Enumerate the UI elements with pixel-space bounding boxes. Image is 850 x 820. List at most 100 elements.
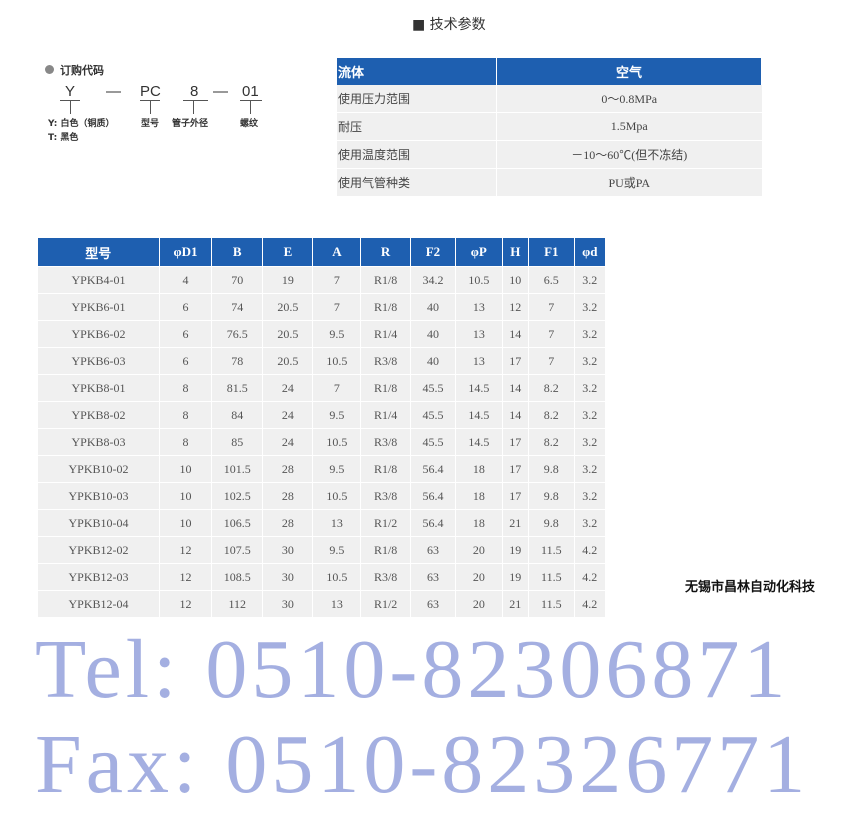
table-cell: 78 bbox=[211, 347, 264, 375]
table-cell: 7 bbox=[528, 293, 575, 321]
table-cell: 3.2 bbox=[573, 455, 606, 483]
table-cell: 10.5 bbox=[312, 428, 362, 456]
table-cell: 40 bbox=[409, 320, 457, 348]
table-cell: R3/8 bbox=[360, 482, 411, 510]
table-cell: 19 bbox=[501, 563, 530, 591]
table-cell: YPKB10-02 bbox=[36, 455, 161, 483]
table-cell: 19 bbox=[501, 536, 530, 564]
table-cell: 3.2 bbox=[573, 509, 606, 537]
table-cell: 13 bbox=[455, 347, 503, 375]
underline bbox=[240, 100, 262, 101]
company-name: 无锡市昌林自动化科技 bbox=[685, 580, 816, 595]
table-cell: 12 bbox=[159, 536, 213, 564]
spec-header-cell: 流体 bbox=[337, 58, 497, 85]
table-cell: 18 bbox=[455, 509, 503, 537]
table-cell: 4 bbox=[159, 266, 213, 294]
table-cell: 3.2 bbox=[573, 266, 606, 294]
table-cell: 70 bbox=[211, 266, 264, 294]
column-header: φd bbox=[574, 238, 606, 267]
table-cell: YPKB8-03 bbox=[36, 428, 161, 456]
table-cell: 7 bbox=[312, 266, 362, 294]
table-cell: R3/8 bbox=[360, 563, 411, 591]
table-cell: 85 bbox=[211, 428, 264, 456]
leader-line bbox=[250, 100, 251, 114]
spec-row: 耐压 1.5Mpa bbox=[337, 112, 762, 141]
table-cell: 12 bbox=[501, 293, 530, 321]
table-cell: 7 bbox=[312, 293, 362, 321]
table-cell: R3/8 bbox=[360, 428, 411, 456]
table-cell: 28 bbox=[262, 482, 314, 510]
table-row: YPKB12-03 12 108.5 30 10.5 R3/8 63 20 19 11.5 4.2 bbox=[36, 563, 606, 591]
table-cell: 14.5 bbox=[455, 428, 503, 456]
table-cell: 24 bbox=[262, 374, 314, 402]
table-cell: 10 bbox=[159, 482, 213, 510]
code-part-model: PC bbox=[140, 83, 161, 100]
table-row: YPKB10-02 10 101.5 28 9.5 R1/8 56.4 18 17 9.8 3.2 bbox=[36, 455, 606, 483]
table-row: YPKB12-02 12 107.5 30 9.5 R1/8 63 20 19 11.5 4.2 bbox=[36, 536, 606, 564]
table-cell: 21 bbox=[501, 590, 530, 618]
table-row: YPKB10-03 10 102.5 28 10.5 R3/8 56.4 18 17 9.8 3.2 bbox=[36, 482, 606, 510]
table-cell: 13 bbox=[455, 293, 503, 321]
watermark-fax: Fax: 0510-82326771 bbox=[35, 718, 810, 811]
table-cell: R1/2 bbox=[360, 509, 411, 537]
code-part-color: Y bbox=[65, 83, 76, 100]
table-row: YPKB8-01 8 81.5 24 7 R1/8 45.5 14.5 14 8.2 3.2 bbox=[36, 374, 606, 402]
table-cell: 14 bbox=[501, 320, 530, 348]
table-cell: 10.5 bbox=[455, 266, 503, 294]
table-cell: 10 bbox=[159, 509, 213, 537]
table-cell: 14.5 bbox=[455, 401, 503, 429]
table-cell: 10.5 bbox=[312, 347, 362, 375]
table-cell: 56.4 bbox=[409, 455, 457, 483]
column-header: F2 bbox=[410, 238, 457, 267]
table-cell: 107.5 bbox=[211, 536, 264, 564]
table-cell: 8.2 bbox=[528, 374, 575, 402]
table-cell: 6 bbox=[159, 347, 213, 375]
code-dash: — bbox=[213, 83, 228, 100]
table-cell: 101.5 bbox=[211, 455, 264, 483]
label-color: Y: 白色（铜质） bbox=[48, 119, 115, 129]
table-cell: 20.5 bbox=[262, 293, 314, 321]
column-header: A bbox=[312, 238, 362, 267]
leader-line bbox=[70, 100, 71, 114]
table-row: YPKB6-01 6 74 20.5 7 R1/8 40 13 12 7 3.2 bbox=[36, 293, 606, 321]
table-row: YPKB6-03 6 78 20.5 10.5 R3/8 40 13 17 7 3.2 bbox=[36, 347, 606, 375]
table-cell: 14.5 bbox=[455, 374, 503, 402]
table-cell: 8 bbox=[159, 401, 213, 429]
dimension-table: 型号 φD1 B E A R F2 φP H F1 φd YPKB4-01 4 70 19 7 R1/8 34.… bbox=[36, 238, 606, 618]
column-header: E bbox=[262, 238, 314, 267]
table-cell: YPKB10-03 bbox=[36, 482, 161, 510]
label-model: 型号 bbox=[141, 119, 160, 129]
table-cell: R1/4 bbox=[360, 320, 411, 348]
bullet-icon bbox=[45, 65, 54, 74]
table-cell: YPKB12-04 bbox=[36, 590, 161, 618]
table-cell: 3.2 bbox=[573, 374, 606, 402]
spec-cell: 耐压 bbox=[337, 112, 497, 141]
table-cell: YPKB12-02 bbox=[36, 536, 161, 564]
table-cell: 8.2 bbox=[528, 428, 575, 456]
table-cell: R3/8 bbox=[360, 347, 411, 375]
table-cell: 8 bbox=[159, 374, 213, 402]
table-cell: 17 bbox=[501, 482, 530, 510]
table-cell: 28 bbox=[262, 455, 314, 483]
table-cell: 9.5 bbox=[312, 401, 362, 429]
column-header: φD1 bbox=[159, 238, 213, 267]
table-cell: 20 bbox=[455, 563, 503, 591]
table-cell: R1/4 bbox=[360, 401, 411, 429]
dimension-header: 型号 φD1 B E A R F2 φP H F1 φd bbox=[37, 238, 606, 267]
table-cell: 74 bbox=[211, 293, 264, 321]
table-cell: 63 bbox=[409, 563, 457, 591]
column-header: H bbox=[502, 238, 530, 267]
table-cell: 17 bbox=[501, 455, 530, 483]
table-cell: R1/2 bbox=[360, 590, 411, 618]
column-header: F1 bbox=[528, 238, 575, 267]
table-cell: 17 bbox=[501, 347, 530, 375]
leader-line bbox=[150, 100, 151, 114]
label-color-black: T: 黑色 bbox=[48, 133, 79, 143]
table-cell: 112 bbox=[211, 590, 264, 618]
section-title: ■ 技术参数 bbox=[412, 17, 486, 33]
table-cell: 4.2 bbox=[573, 590, 606, 618]
table-cell: 10 bbox=[159, 455, 213, 483]
order-code-title: 订购代码 bbox=[60, 64, 104, 77]
table-cell: R1/8 bbox=[360, 374, 411, 402]
label-thread: 螺纹 bbox=[240, 119, 259, 129]
